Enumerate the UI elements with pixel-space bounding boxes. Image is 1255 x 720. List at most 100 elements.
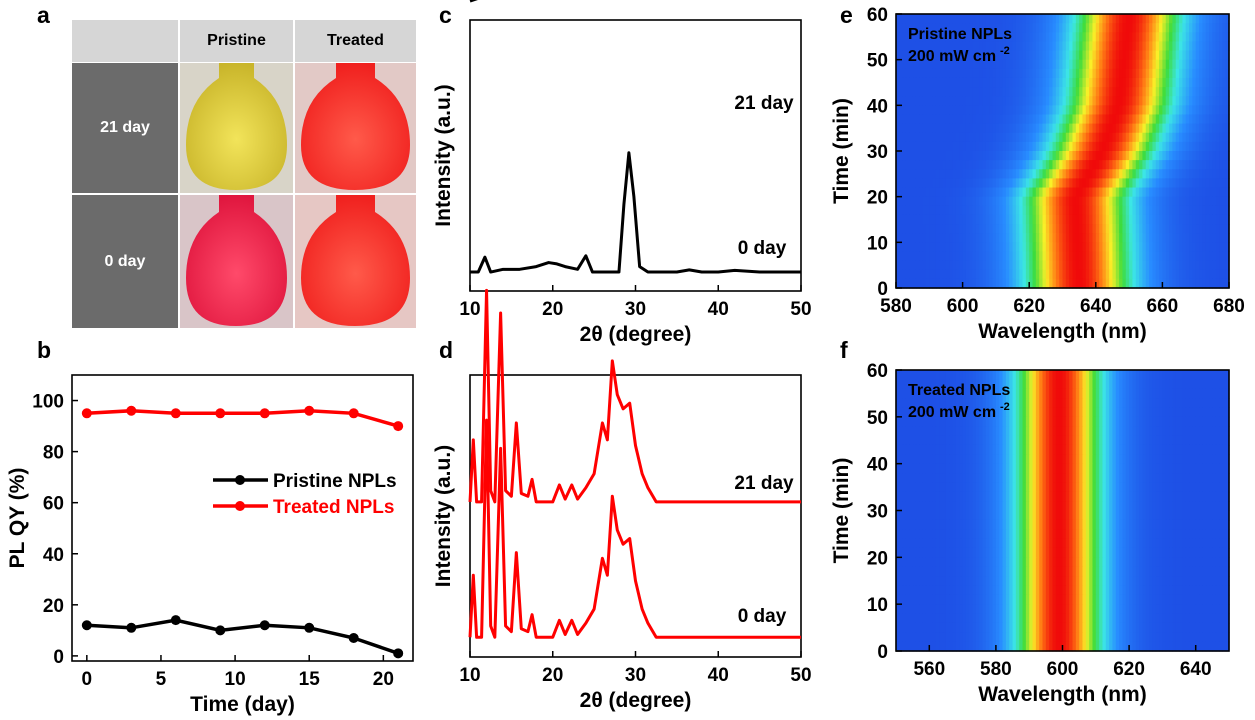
heatmap-cell xyxy=(1182,233,1187,243)
heatmap-cell xyxy=(919,416,924,427)
heatmap-cell xyxy=(1079,114,1084,125)
heatmap-cell xyxy=(972,379,977,390)
heatmap-cell xyxy=(942,398,947,409)
heatmap-cell xyxy=(1152,205,1157,216)
heatmap-cell xyxy=(902,519,907,530)
heatmap-cell xyxy=(942,205,947,216)
heatmap-cell xyxy=(992,260,997,271)
heatmap-cell xyxy=(1132,132,1137,143)
heatmap-cell xyxy=(1175,435,1180,446)
heatmap-cell xyxy=(1192,50,1197,61)
heatmap-cell xyxy=(1025,278,1030,289)
heatmap-cell xyxy=(1162,187,1167,198)
heatmap-cell xyxy=(899,123,904,134)
heatmap-cell xyxy=(1119,454,1124,465)
heatmap-cell xyxy=(1189,123,1193,134)
heatmap-cell xyxy=(1112,123,1117,134)
heatmap-cell xyxy=(1062,196,1067,207)
heatmap-cell xyxy=(1179,407,1183,418)
heatmap-cell xyxy=(1025,96,1030,106)
heatmap-cell xyxy=(1059,151,1064,161)
heatmap-cell xyxy=(902,370,907,380)
heatmap-cell xyxy=(982,370,987,380)
heatmap-cell xyxy=(965,538,970,549)
heatmap-cell xyxy=(1135,501,1140,512)
heatmap-cell xyxy=(1025,491,1030,502)
heatmap-cell xyxy=(1102,510,1107,521)
heatmap-cell xyxy=(1059,233,1064,243)
heatmap-cell xyxy=(1172,519,1177,530)
heatmap-cell xyxy=(1072,141,1077,152)
heatmap-cell xyxy=(1125,32,1130,42)
heatmap-cell xyxy=(1152,444,1157,455)
heatmap-cell xyxy=(1132,224,1137,234)
heatmap-cell xyxy=(1222,187,1227,198)
heatmap-cell xyxy=(1199,278,1203,289)
heatmap-cell xyxy=(1052,41,1057,52)
heatmap-cell xyxy=(979,41,984,52)
heatmap-cell xyxy=(1219,196,1223,207)
heatmap-cell xyxy=(1052,416,1057,427)
heatmap-cell xyxy=(919,14,924,24)
heatmap-cell xyxy=(919,388,924,399)
heatmap-cell xyxy=(1099,196,1104,207)
heatmap-cell xyxy=(999,426,1004,437)
heatmap-cell xyxy=(929,538,934,549)
heatmap-cell xyxy=(1112,14,1117,24)
heatmap-cell xyxy=(1202,233,1207,243)
heatmap-cell xyxy=(1032,59,1037,70)
heatmap-cell xyxy=(899,454,904,465)
heatmap-cell xyxy=(1032,260,1037,271)
heatmap-cell xyxy=(1195,14,1200,24)
heatmap-cell xyxy=(1089,187,1094,198)
heatmap-cell xyxy=(1012,59,1017,70)
heatmap-cell xyxy=(1199,68,1203,79)
heatmap-cell xyxy=(925,370,930,380)
heatmap-cell xyxy=(1209,407,1213,418)
heatmap-cell xyxy=(1052,278,1057,289)
heatmap-cell xyxy=(1065,510,1070,521)
heatmap-cell xyxy=(1195,269,1200,280)
heatmap-cell xyxy=(1212,370,1217,380)
heatmap-cell xyxy=(919,77,924,88)
heatmap-cell xyxy=(972,141,977,152)
heatmap-cell xyxy=(1202,529,1207,540)
heatmap-cell xyxy=(1045,87,1050,97)
heatmap-cell xyxy=(919,444,924,455)
heatmap-cell xyxy=(1209,398,1213,409)
heatmap-cell xyxy=(969,160,974,170)
heatmap-cell xyxy=(1085,454,1090,465)
heatmap-cell xyxy=(1049,379,1054,390)
heatmap-cell xyxy=(945,482,950,493)
heatmap-cell xyxy=(1015,23,1020,33)
heatmap-cell xyxy=(1195,407,1200,418)
heatmap-cell xyxy=(1185,491,1190,502)
heatmap-cell xyxy=(1102,388,1107,399)
heatmap-cell xyxy=(915,169,920,179)
heatmap-cell xyxy=(962,510,967,521)
heatmap-cell xyxy=(1162,416,1167,427)
heatmap-cell xyxy=(1042,205,1047,216)
heatmap-cell xyxy=(1142,370,1147,380)
heatmap-cell xyxy=(1159,169,1163,179)
heatmap-cell xyxy=(1172,41,1177,52)
heatmap-cell xyxy=(999,187,1004,198)
heatmap-cell xyxy=(1089,426,1094,437)
heatmap-cell xyxy=(1145,77,1150,88)
heatmap-cell xyxy=(1002,491,1007,502)
heatmap-cell xyxy=(1189,77,1193,88)
heatmap-cell xyxy=(992,59,997,70)
heatmap-cell xyxy=(929,151,934,161)
heatmap-cell xyxy=(1219,50,1223,61)
heatmap-cell xyxy=(1019,59,1024,70)
heatmap-cell xyxy=(896,14,900,24)
heatmap-cell xyxy=(942,132,947,143)
heatmap-cell xyxy=(1209,529,1213,540)
heatmap-cell xyxy=(1085,196,1090,207)
heatmap-cell xyxy=(1095,463,1100,474)
heatmap-cell xyxy=(1085,169,1090,179)
heatmap-cell xyxy=(1132,233,1137,243)
heatmap-cell xyxy=(1055,370,1060,380)
heatmap-cell xyxy=(1012,187,1017,198)
heatmap-cell xyxy=(942,379,947,390)
